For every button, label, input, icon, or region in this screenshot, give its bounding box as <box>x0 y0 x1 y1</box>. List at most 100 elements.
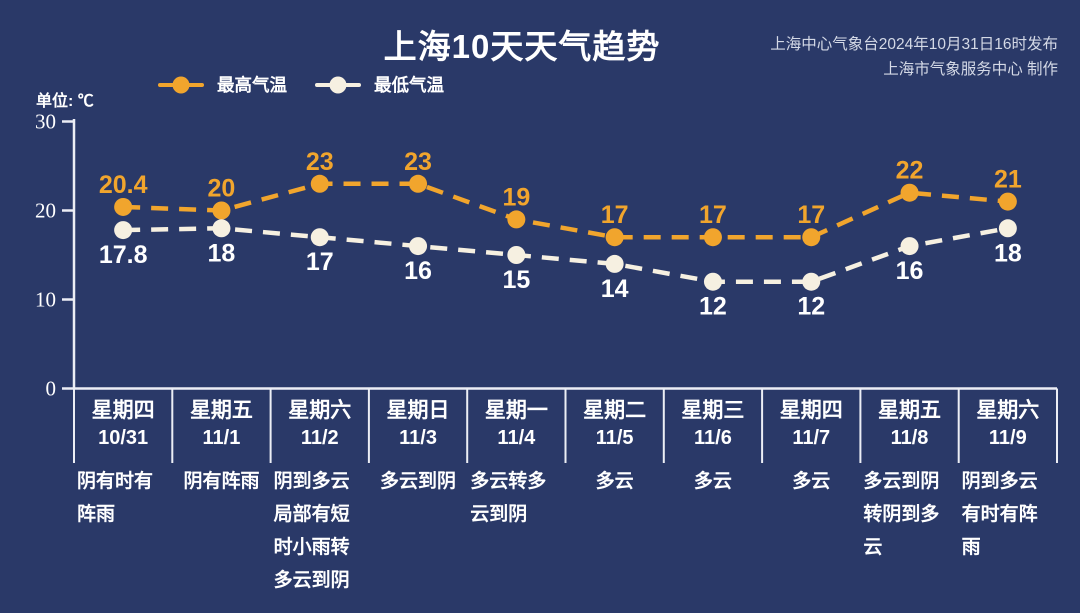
max-temp-point <box>507 210 526 229</box>
unit-label: 单位: ℃ <box>36 93 94 110</box>
min-temp-point <box>998 219 1017 238</box>
date-label: 11/9 <box>988 427 1027 449</box>
min-temp-point <box>114 221 133 240</box>
min-temp-value-label: 18 <box>994 239 1022 267</box>
forecast-day-column: 星期五 11/1 阴有阵雨 <box>172 390 270 597</box>
max-temp-point <box>605 228 624 247</box>
date-label: 11/1 <box>202 427 241 449</box>
min-temp-value-label: 12 <box>699 293 727 321</box>
weather-description: 阴到多云有时有阵雨 <box>961 471 1038 558</box>
min-temp-point <box>900 237 919 256</box>
max-temp-value-label: 20 <box>208 175 236 203</box>
forecast-day-column: 星期四 11/7 多云 <box>762 390 860 597</box>
weekday-label: 星期一 <box>484 399 548 422</box>
min-temp-value-label: 15 <box>502 266 530 294</box>
weather-description: 多云 <box>595 471 634 492</box>
weekday-label: 星期四 <box>779 399 843 422</box>
min-temp-point <box>802 272 821 291</box>
min-temp-point <box>409 237 428 256</box>
forecast-table: 星期四 10/31 阴有时有阵雨 星期五 11/1 阴有阵雨 星期六 11/2 阴到多云局部有短… <box>74 390 1057 597</box>
forecast-day-column: 星期四 10/31 阴有时有阵雨 <box>74 390 172 597</box>
max-temp-point <box>114 197 133 216</box>
legend-item-max-temp: 最高气温 <box>158 72 287 97</box>
weekday-label: 星期二 <box>583 399 647 422</box>
max-temp-point <box>310 174 329 193</box>
date-label: 11/4 <box>497 427 536 449</box>
weekday-label: 星期五 <box>878 399 942 422</box>
max-temp-point <box>212 201 231 220</box>
forecast-day-column: 星期日 11/3 多云到阴 <box>369 390 467 597</box>
max-temp-value-label: 19 <box>502 183 530 211</box>
weather-description: 多云到阴转阴到多云 <box>863 471 940 558</box>
y-tick-label: 30 <box>35 110 56 134</box>
max-temp-point <box>703 228 722 247</box>
min-temp-value-label: 18 <box>208 239 236 267</box>
max-temp-point <box>900 183 919 202</box>
min-temp-line <box>123 226 1009 284</box>
max-temp-value-label: 23 <box>306 148 334 176</box>
date-label: 11/6 <box>694 427 732 449</box>
min-temp-point <box>703 272 722 291</box>
weekday-label: 星期三 <box>681 399 745 422</box>
date-label: 11/2 <box>300 427 339 449</box>
min-temp-value-label: 12 <box>797 293 825 321</box>
forecast-day-column: 星期五 11/8 多云到阴转阴到多云 <box>860 390 958 597</box>
weather-description: 多云到阴 <box>380 471 457 492</box>
min-temp-line-marker-icon <box>315 76 361 93</box>
min-temp-dot-icon <box>329 76 347 93</box>
min-temp-point <box>507 246 526 264</box>
source-line-issued: 上海中心气象台2024年10月31日16时发布 <box>770 36 1058 53</box>
forecast-day-column: 星期一 11/4 多云转多云到阴 <box>467 390 565 597</box>
weekday-label: 星期四 <box>91 399 155 422</box>
date-label: 11/7 <box>792 427 831 449</box>
min-temp-point <box>212 219 231 238</box>
legend-label-min-temp: 最低气温 <box>374 75 444 95</box>
y-tick-label: 0 <box>46 377 57 401</box>
y-tick-label: 10 <box>35 288 56 312</box>
legend: 最高气温 最低气温 <box>158 72 444 97</box>
weekday-label: 星期六 <box>976 399 1040 422</box>
date-label: 11/8 <box>890 427 929 449</box>
min-temp-point <box>605 254 624 273</box>
max-temp-value-label: 20.4 <box>99 171 148 199</box>
source-line-produced: 上海市气象服务中心 制作 <box>883 61 1058 78</box>
max-temp-dot-icon <box>172 76 190 93</box>
min-temp-value-label: 16 <box>404 257 432 285</box>
weather-description: 多云转多云到阴 <box>470 471 547 525</box>
max-temp-value-label: 23 <box>404 148 432 176</box>
weather-description: 阴有时有阵雨 <box>77 471 154 525</box>
max-temp-value-label: 17 <box>601 201 629 229</box>
max-temp-point <box>802 228 821 247</box>
max-temp-point <box>998 192 1017 211</box>
weather-description: 阴有阵雨 <box>183 471 260 492</box>
y-tick-label: 20 <box>35 199 56 223</box>
weather-description: 阴到多云局部有短时小雨转多云到阴 <box>273 471 350 591</box>
page-title: 上海10天天气趋势 <box>383 28 661 65</box>
weekday-label: 星期日 <box>386 399 450 422</box>
max-temp-line-marker-icon <box>158 76 204 93</box>
forecast-day-column: 星期六 11/9 阴到多云有时有阵雨 <box>959 390 1057 597</box>
weekday-label: 星期五 <box>189 399 253 422</box>
min-temp-value-label: 14 <box>601 275 629 303</box>
date-label: 11/3 <box>399 427 437 449</box>
forecast-day-column: 星期二 11/5 多云 <box>565 390 663 597</box>
max-temp-value-label: 17 <box>797 201 825 229</box>
max-temp-value-label: 22 <box>896 157 924 185</box>
min-temp-value-label: 16 <box>896 257 924 285</box>
max-temp-value-label: 21 <box>994 166 1022 194</box>
min-temp-value-label: 17 <box>306 248 334 276</box>
source-info: 上海中心气象台2024年10月31日16时发布 上海市气象服务中心 制作 <box>770 32 1058 82</box>
weekday-label: 星期六 <box>288 399 352 422</box>
weather-description: 多云 <box>792 471 831 492</box>
max-temp-point <box>409 174 428 193</box>
legend-label-max-temp: 最高气温 <box>217 75 287 95</box>
max-temp-value-label: 17 <box>699 201 727 229</box>
weather-description: 多云 <box>693 471 732 492</box>
date-label: 11/5 <box>595 427 634 449</box>
forecast-day-column: 星期三 11/6 多云 <box>664 390 762 597</box>
forecast-day-column: 星期六 11/2 阴到多云局部有短时小雨转多云到阴 <box>271 390 369 597</box>
min-temp-point <box>310 228 329 247</box>
legend-item-min-temp: 最低气温 <box>315 72 444 97</box>
max-temp-line <box>123 181 1009 240</box>
